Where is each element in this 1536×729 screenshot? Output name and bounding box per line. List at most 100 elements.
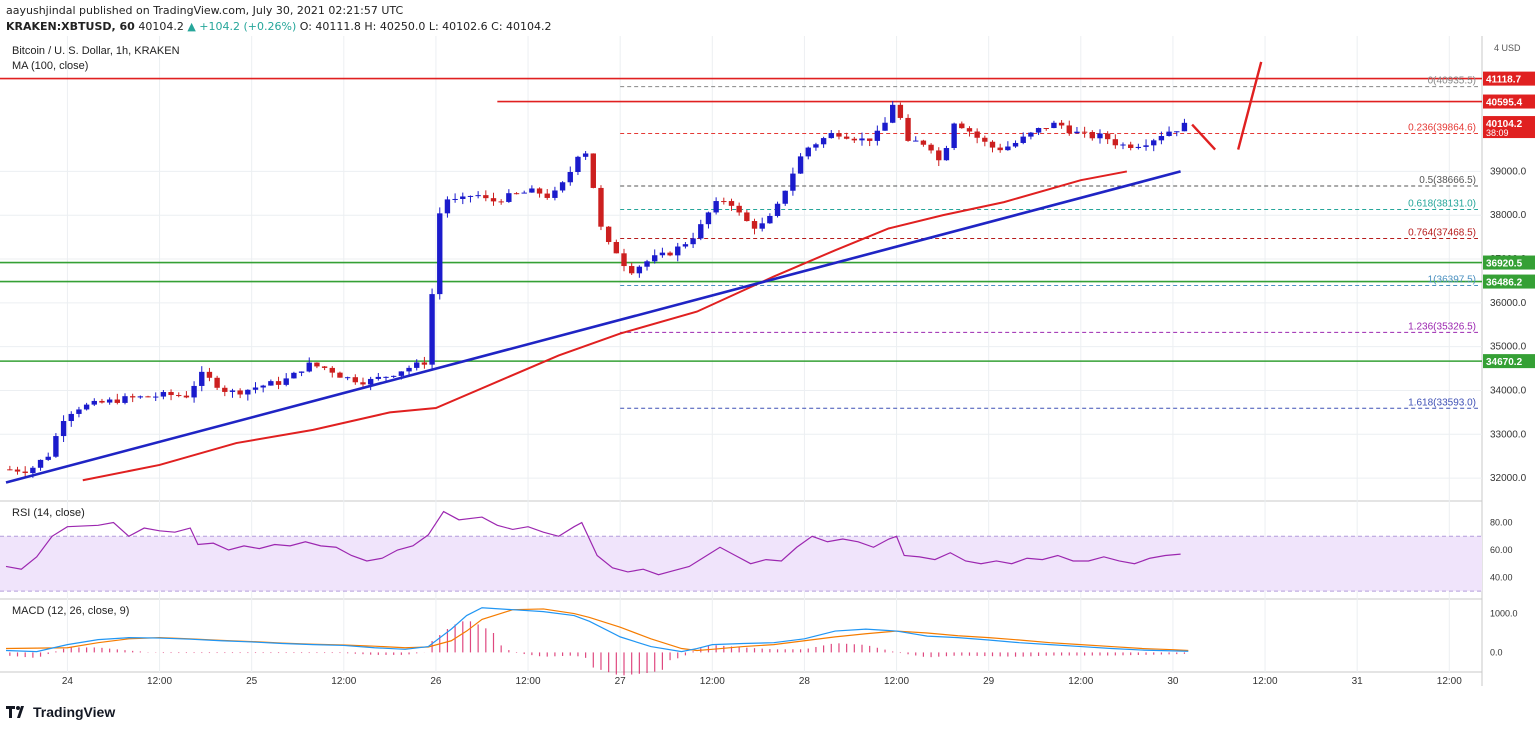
time-tick-label: 12:00 [1068, 676, 1093, 687]
projection-arrow [1237, 61, 1263, 150]
tradingview-logo[interactable]: TradingView [6, 704, 115, 720]
candle-body [859, 138, 865, 141]
candle [882, 117, 888, 131]
candle-body [1035, 128, 1042, 133]
candle-body [1181, 122, 1188, 132]
candle-body [45, 456, 51, 460]
candle-body [567, 172, 573, 183]
fib-level-label: 1.618(33593.0) [1408, 397, 1476, 408]
candle [974, 128, 980, 144]
candle [805, 146, 811, 160]
candle [797, 153, 804, 174]
candle-body [367, 378, 374, 385]
candle-body [191, 385, 197, 398]
candle-body [843, 136, 850, 139]
candle [843, 132, 850, 140]
candle-body [667, 252, 673, 256]
candle-body [429, 294, 435, 365]
candle [897, 102, 904, 120]
candle-body [414, 362, 420, 368]
candle-body [237, 390, 243, 395]
candle-body [728, 201, 735, 206]
candle [68, 411, 74, 427]
candle [613, 239, 620, 254]
candle [951, 122, 957, 151]
candle [544, 189, 550, 200]
fib-level-label: 1(36397.5) [1428, 274, 1476, 285]
candle [352, 374, 358, 385]
candle [367, 376, 374, 391]
candle [652, 249, 658, 264]
candle-body [897, 104, 904, 118]
candle-body [959, 123, 965, 129]
candle [721, 197, 727, 205]
candle-body [644, 261, 650, 267]
candle [575, 155, 581, 175]
time-tick-label: 12:00 [331, 676, 356, 687]
candle [344, 376, 351, 381]
candle [183, 391, 190, 399]
candle [774, 201, 781, 218]
candle [1143, 139, 1149, 151]
candle-body [129, 396, 136, 398]
candle [682, 242, 689, 249]
candle [790, 167, 796, 196]
candle-body [391, 375, 397, 377]
candle-body [1066, 125, 1072, 134]
candle [1135, 143, 1142, 150]
price-chart[interactable]: 32000.033000.034000.035000.036000.037000… [0, 36, 1536, 700]
candle-body [122, 396, 128, 403]
rsi-title: RSI (14, close) [12, 507, 85, 519]
candle [145, 395, 151, 398]
candle [736, 202, 742, 216]
last-price: 40104.2 [138, 20, 184, 33]
candle-body [1128, 144, 1134, 149]
rsi-tick-label: 40.00 [1490, 572, 1513, 582]
fib-level-label: 0.236(39864.6) [1408, 123, 1476, 134]
candle-body [398, 371, 405, 376]
countdown-label: 38:09 [1486, 128, 1509, 138]
price-tick-label: 33000.0 [1490, 429, 1527, 440]
candle-body [160, 392, 167, 397]
candle [636, 265, 643, 278]
candle-body [99, 400, 105, 403]
chart-background [0, 36, 1536, 700]
candle-body [176, 395, 182, 397]
candle [53, 433, 59, 458]
currency-label: 4 USD [1494, 43, 1521, 53]
candle-body [513, 193, 520, 195]
time-tick-label: 12:00 [147, 676, 172, 687]
level-tag-label: 34670.2 [1486, 357, 1523, 368]
candle-body [936, 150, 942, 161]
candle [260, 384, 266, 393]
candle [483, 190, 489, 202]
candle [713, 197, 719, 215]
candle-body [229, 390, 236, 392]
level-tag-box [1483, 71, 1535, 86]
candle-body [145, 396, 151, 398]
candle [421, 356, 428, 369]
candle [229, 388, 236, 398]
macd-histogram [9, 621, 1186, 676]
candle-body [498, 201, 504, 203]
fib-level-label: 0.764(37468.5) [1408, 228, 1476, 239]
candle [45, 452, 51, 461]
candle-body [1151, 140, 1157, 146]
candle-body [590, 153, 596, 188]
candle-body [460, 196, 466, 199]
candle-body [951, 123, 957, 149]
candle-body [836, 133, 842, 137]
candle [214, 375, 220, 390]
candle [1151, 138, 1157, 152]
candle [866, 138, 873, 147]
candle-body [329, 367, 335, 373]
candle-body [682, 244, 689, 247]
candle [928, 143, 934, 154]
candle [582, 150, 589, 160]
candle-body [1012, 142, 1019, 147]
candle [1035, 127, 1042, 136]
candle [437, 207, 443, 300]
candle [828, 130, 834, 139]
candle-body [352, 377, 358, 383]
time-tick-label: 12:00 [700, 676, 725, 687]
